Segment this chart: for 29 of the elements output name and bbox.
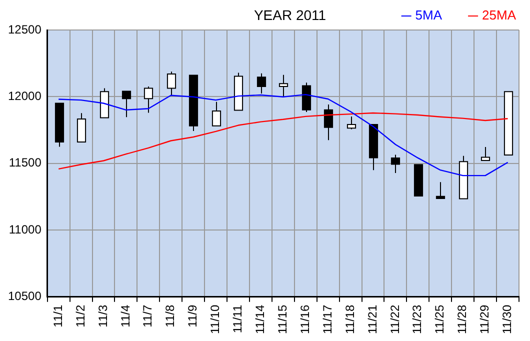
- x-tick-label: 11/3: [96, 304, 110, 328]
- y-tick-label: 11000: [8, 222, 42, 236]
- x-tick-label: 11/11: [230, 304, 245, 334]
- x-tick-label: 11/2: [73, 304, 88, 328]
- x-tick-label: 11/14: [253, 304, 268, 334]
- legend-label: 5MA: [415, 8, 442, 23]
- x-tick-label: 11/9: [186, 304, 200, 328]
- chart-title: YEAR 2011: [254, 6, 326, 23]
- x-tick-label: 11/29: [478, 304, 492, 334]
- x-tick-label: 11/25: [432, 304, 447, 334]
- x-tick-label: 11/16: [298, 304, 312, 334]
- x-tick-label: 11/22: [388, 304, 402, 334]
- y-tick-label: 12000: [8, 89, 42, 104]
- x-tick-label: 11/1: [50, 304, 65, 328]
- legend-label: 25MA: [482, 8, 516, 23]
- y-tick-label: 10500: [8, 289, 42, 304]
- x-tick-label: 11/18: [342, 304, 357, 334]
- x-tick-label: 11/17: [320, 304, 334, 334]
- y-tick-label: 12500: [8, 22, 42, 36]
- y-tick-label: 11500: [8, 156, 42, 170]
- x-tick-label: 11/4: [118, 304, 132, 328]
- x-tick-label: 11/28: [455, 304, 470, 334]
- x-tick-label: 11/23: [410, 304, 424, 334]
- x-tick-label: 11/8: [163, 304, 178, 328]
- x-tick-label: 11/10: [208, 304, 222, 334]
- x-tick-label: 11/7: [140, 304, 155, 328]
- x-tick-label: 11/30: [500, 304, 514, 334]
- x-tick-label: 11/15: [275, 304, 290, 334]
- x-tick-label: 11/21: [365, 304, 380, 334]
